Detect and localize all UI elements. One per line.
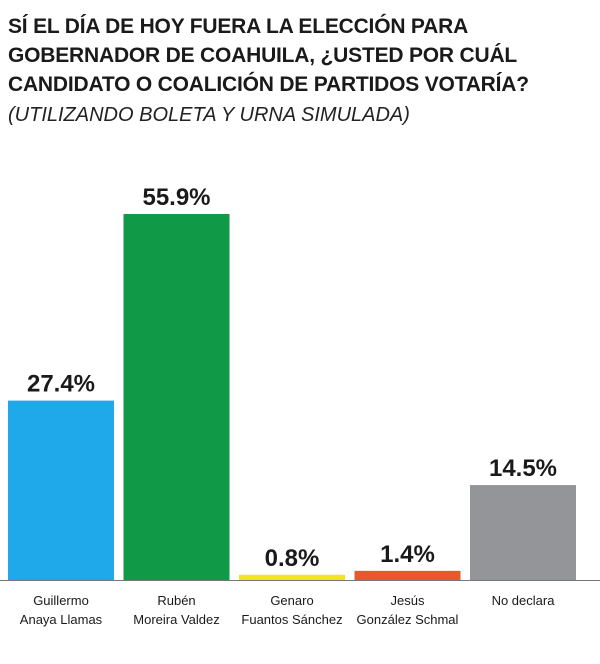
value-label-4: 1.4% — [380, 541, 435, 568]
labels-group: 27.4% Guillermo Anaya Llamas 55.9% Rubén More… — [20, 184, 557, 627]
bars-group — [8, 214, 576, 580]
value-label-5: 14.5% — [489, 455, 557, 482]
value-label-3: 0.8% — [265, 545, 320, 572]
category-label-2-line-1: Rubén — [157, 593, 195, 608]
category-label-2-line-2: Moreira Valdez — [133, 612, 219, 627]
value-label-1: 27.4% — [27, 371, 95, 398]
category-label-4-line-1: Jesús — [391, 593, 425, 608]
chart-subtitle: (UTILIZANDO BOLETA Y URNA SIMULADA) — [8, 104, 410, 126]
bar-1 — [8, 400, 114, 580]
bar-2 — [123, 214, 230, 580]
category-label-5-line-1: No declara — [492, 593, 556, 608]
bar-3 — [239, 574, 345, 580]
category-label-4-line-2: González Schmal — [357, 612, 459, 627]
chart-title: SÍ EL DÍA DE HOY FUERA LA ELECCIÓN PARA … — [8, 15, 529, 96]
bar-5 — [470, 485, 576, 580]
value-label-2: 55.9% — [142, 184, 210, 211]
category-label-3-line-1: Genaro — [270, 593, 313, 608]
category-label-1-line-1: Guillermo — [33, 593, 89, 608]
bar-4 — [354, 570, 461, 580]
category-label-1-line-2: Anaya Llamas — [20, 612, 103, 627]
category-label-3-line-2: Fuantos Sánchez — [241, 612, 342, 627]
